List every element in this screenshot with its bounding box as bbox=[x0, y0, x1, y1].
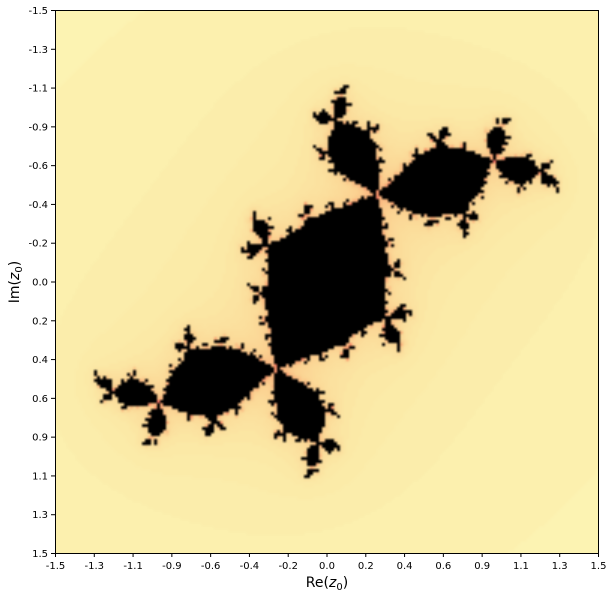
y-tick-label: 0.0 bbox=[32, 278, 48, 289]
y-tick-label: -0.9 bbox=[28, 122, 48, 133]
x-tick-label: -0.6 bbox=[201, 561, 221, 572]
y-tick-label: 0.6 bbox=[32, 394, 48, 405]
x-tick-label: 1.5 bbox=[591, 561, 607, 572]
x-tick-label: 0.6 bbox=[435, 561, 451, 572]
x-tick-label: 1.1 bbox=[513, 561, 529, 572]
y-tick-label: 0.9 bbox=[32, 433, 48, 444]
x-tick-label: -0.4 bbox=[240, 561, 260, 572]
y-tick-label: -0.4 bbox=[28, 200, 48, 211]
x-axis: -1.5 -1.3 -1.1 -0.9 -0.6 -0.4 -0.2 0.0 0.2 0.4 0.6… bbox=[46, 553, 607, 572]
x-tick-label: 1.3 bbox=[552, 561, 568, 572]
y-tick-label: 1.3 bbox=[32, 510, 48, 521]
y-tick-label: -1.5 bbox=[28, 6, 48, 17]
y-tick-label: 0.4 bbox=[32, 355, 48, 366]
x-tick-label: -0.9 bbox=[162, 561, 182, 572]
x-axis-label: Re(z0) bbox=[306, 575, 348, 593]
x-tick-label: 0.0 bbox=[319, 561, 335, 572]
x-tick-label: -1.1 bbox=[123, 561, 143, 572]
x-tick-label: -1.5 bbox=[46, 561, 66, 572]
julia-set-raster bbox=[55, 10, 598, 553]
julia-set-heatmap bbox=[55, 10, 598, 553]
y-tick-label: 0.2 bbox=[32, 316, 48, 327]
x-tick-label: 0.2 bbox=[358, 561, 374, 572]
y-axis: -1.5 -1.3 -1.1 -0.9 -0.6 -0.4 -0.2 0.0 0.2 0.4 0.6… bbox=[28, 6, 55, 560]
x-tick-label: 0.4 bbox=[397, 561, 413, 572]
y-tick-label: 1.1 bbox=[32, 471, 48, 482]
y-tick-label: 1.5 bbox=[32, 549, 48, 560]
x-tick-label: -0.2 bbox=[278, 561, 298, 572]
y-tick-label: -0.6 bbox=[28, 161, 48, 172]
y-axis-label: Im(z0) bbox=[7, 261, 25, 303]
x-tick-label: 0.9 bbox=[474, 561, 490, 572]
y-tick-label: -1.3 bbox=[28, 45, 48, 56]
y-tick-label: -1.1 bbox=[28, 84, 48, 95]
y-tick-label: -0.2 bbox=[28, 239, 48, 250]
x-tick-label: -1.3 bbox=[85, 561, 105, 572]
